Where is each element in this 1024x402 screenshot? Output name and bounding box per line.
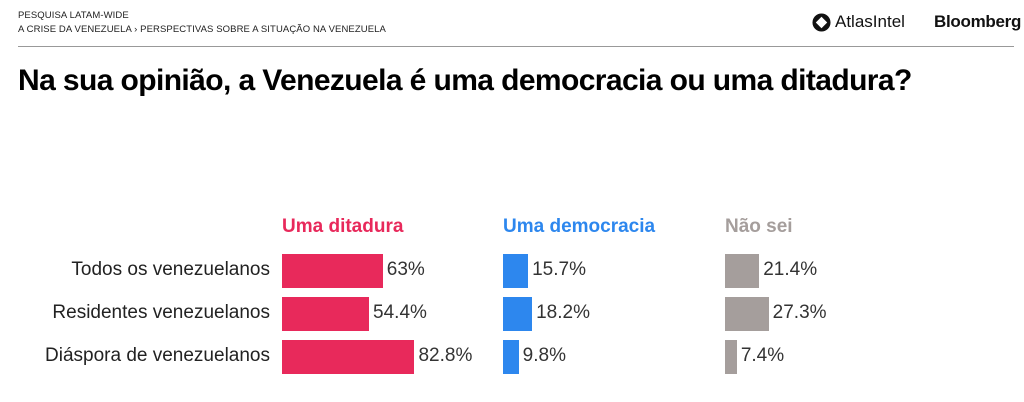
series-header: Não sei bbox=[725, 216, 793, 237]
data-label: 54.4% bbox=[373, 302, 427, 323]
data-label: 63% bbox=[386, 259, 425, 280]
data-label: 7.4% bbox=[740, 345, 785, 366]
bar bbox=[725, 254, 760, 288]
row-label: Residentes venezuelanos bbox=[52, 302, 270, 323]
atlasintel-logo: AtlasIntel bbox=[812, 12, 905, 32]
breadcrumb: A CRISE DA VENEZUELA › PERSPECTIVAS SOBR… bbox=[18, 24, 386, 35]
bloomberg-logo: Bloomberg bbox=[934, 12, 1022, 31]
breadcrumb-top: PESQUISA LATAM-WIDE bbox=[18, 10, 129, 21]
bar bbox=[503, 254, 529, 288]
bar bbox=[725, 297, 769, 331]
bar bbox=[282, 297, 370, 331]
data-label: 82.8% bbox=[418, 345, 473, 366]
data-label: 27.3% bbox=[772, 302, 827, 323]
data-label: 9.8% bbox=[522, 345, 566, 366]
series-header: Uma democracia bbox=[503, 216, 656, 237]
bar bbox=[282, 254, 383, 288]
atlasintel-diamond-icon bbox=[812, 12, 831, 32]
header-divider bbox=[18, 46, 1014, 47]
row-label: Todos os venezuelanos bbox=[71, 259, 270, 280]
series-header: Uma ditadura bbox=[282, 216, 404, 237]
bar bbox=[503, 340, 519, 374]
bar bbox=[282, 340, 415, 374]
data-label: 15.7% bbox=[532, 259, 586, 280]
data-label: 18.2% bbox=[536, 302, 590, 323]
bar bbox=[725, 340, 737, 374]
row-label: Diáspora de venezuelanos bbox=[45, 345, 270, 366]
data-label: 21.4% bbox=[763, 259, 818, 280]
bar bbox=[503, 297, 533, 331]
chart-title: Na sua opinião, a Venezuela é uma democr… bbox=[18, 64, 912, 97]
atlasintel-logo-text: AtlasIntel bbox=[835, 12, 905, 31]
